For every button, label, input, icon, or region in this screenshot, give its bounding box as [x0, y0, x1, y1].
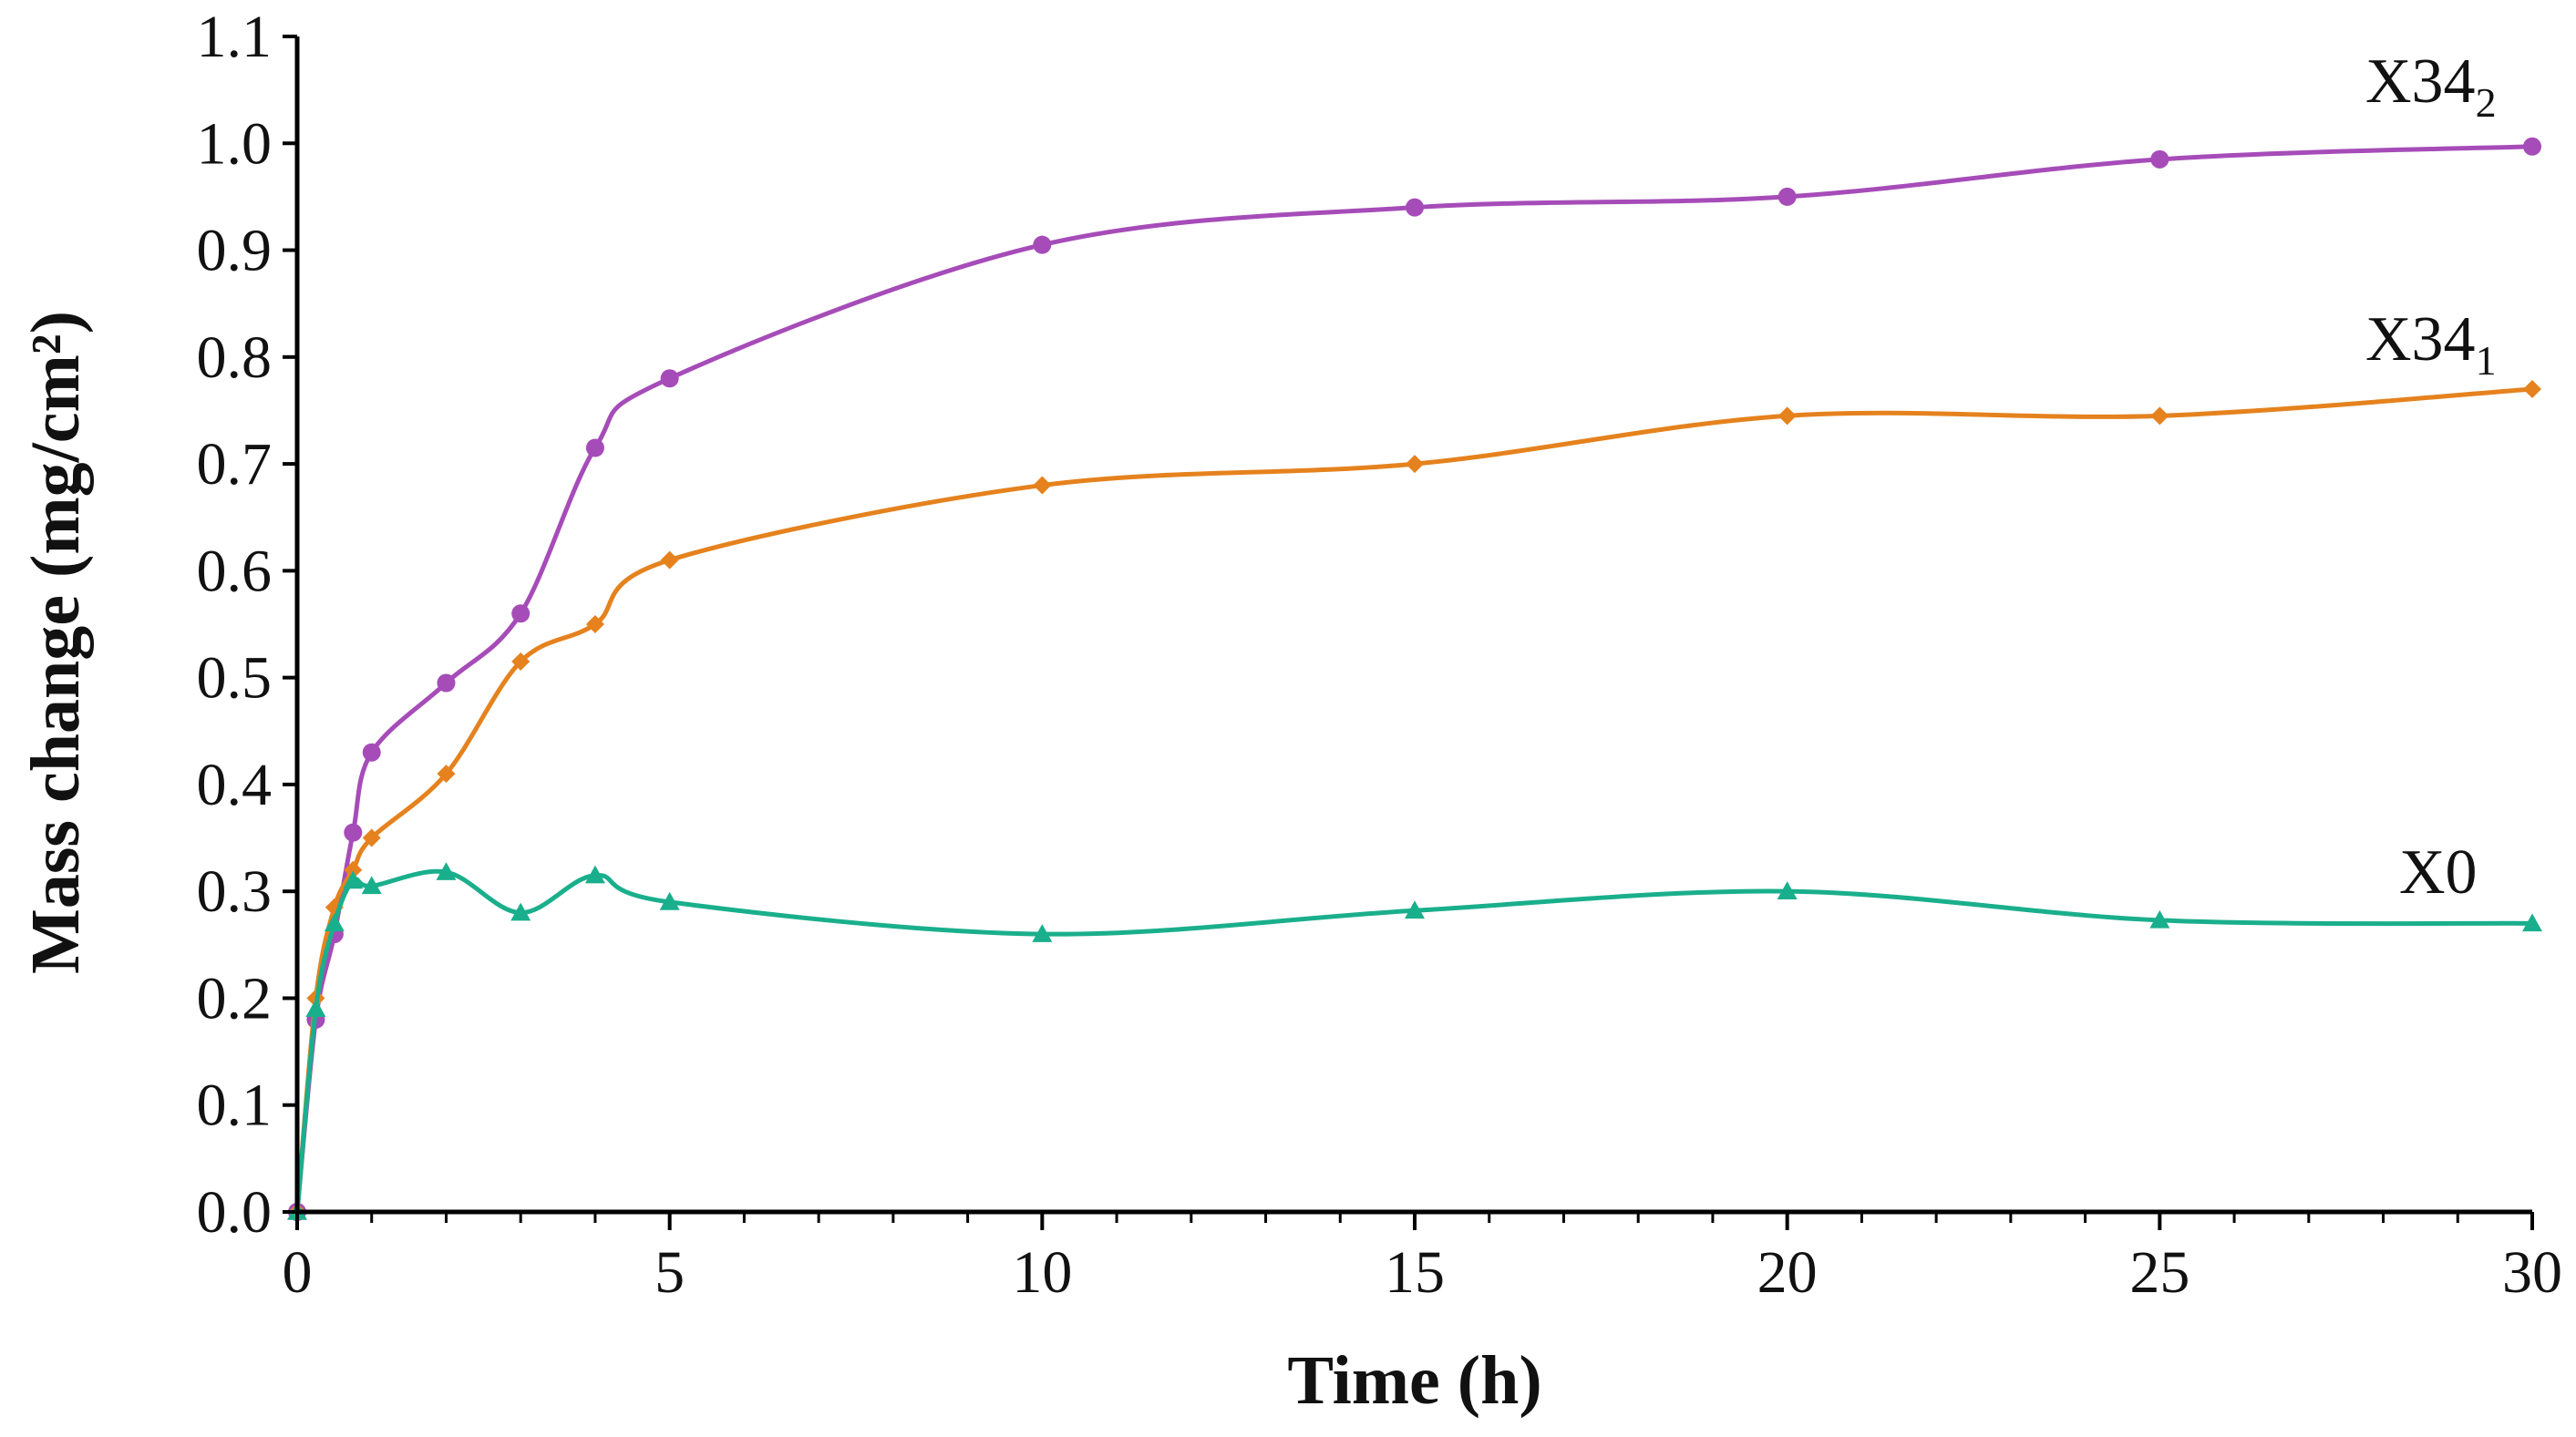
data-point: [2150, 406, 2169, 426]
data-point: [343, 870, 364, 889]
data-point: [437, 673, 456, 693]
data-point: [660, 550, 679, 570]
y-tick-label: 0.3: [197, 858, 273, 925]
series-line-x0: [294, 868, 2533, 1213]
series-line-x34-2: [294, 144, 2533, 1213]
data-point: [1406, 455, 1424, 474]
y-tick-label: 1.0: [197, 110, 273, 177]
data-point: [436, 862, 457, 880]
data-point: [511, 604, 531, 623]
y-tick-label: 0.9: [197, 218, 273, 284]
data-point: [1777, 406, 1797, 426]
y-tick-label: 1.1: [197, 4, 273, 70]
data-point: [437, 765, 456, 784]
data-point: [344, 823, 363, 842]
x-tick-label: 25: [2129, 1239, 2190, 1306]
data-point: [362, 828, 381, 847]
data-point: [344, 860, 363, 879]
series-label-x0: X0: [2399, 837, 2478, 908]
data-point: [1777, 187, 1797, 206]
y-tick-label: 0.2: [197, 965, 273, 1032]
data-point: [2523, 137, 2541, 156]
data-point: [1405, 900, 1425, 919]
data-point: [1777, 881, 1798, 899]
series-label-x34-1: X341: [2365, 304, 2497, 384]
series-label-layer: X342 X341 X0: [2365, 46, 2497, 908]
data-point: [362, 743, 381, 762]
data-point: [511, 652, 531, 672]
y-tick-label: 0.8: [197, 324, 273, 391]
x-tick-label: 15: [1385, 1239, 1445, 1306]
data-point: [585, 615, 604, 633]
series-x34-1: [288, 380, 2541, 1221]
x-axis-title: Time (h): [1287, 1342, 1541, 1419]
data-point: [2522, 913, 2542, 932]
tick-layer: 0.0 0.1 0.2 0.3 0.4 0.5 0.6 0.7 0.8 0.9 1.0 1.1 0 5 10…: [197, 4, 2563, 1306]
data-point: [660, 369, 679, 388]
series-x0: [287, 862, 2542, 1220]
data-point: [1032, 924, 1053, 942]
y-tick-label: 0.7: [197, 431, 273, 498]
data-point: [585, 438, 604, 457]
data-point: [305, 999, 326, 1017]
data-point: [2523, 380, 2541, 398]
data-point: [584, 865, 605, 884]
data-point: [2149, 909, 2170, 929]
y-tick-label: 0.0: [197, 1179, 273, 1246]
data-point: [659, 891, 680, 910]
y-tick-label: 0.5: [197, 645, 273, 712]
series-label-subscript: 2: [2476, 79, 2497, 126]
x-tick-label: 0: [283, 1239, 313, 1306]
x-tick-label: 20: [1757, 1239, 1818, 1306]
x-tick-label: 30: [2502, 1239, 2562, 1306]
data-point: [1406, 198, 1424, 217]
data-point: [2150, 149, 2169, 169]
series-label-x34-2: X342: [2365, 46, 2497, 126]
y-tick-label: 0.6: [197, 538, 273, 604]
series-layer: [287, 137, 2542, 1221]
data-point: [1033, 235, 1052, 254]
x-tick-label: 5: [654, 1239, 685, 1306]
x-tick-label: 10: [1012, 1239, 1072, 1306]
data-point: [361, 876, 382, 895]
series-line-x34-1: [294, 386, 2533, 1213]
series-label-subscript: 1: [2476, 337, 2497, 384]
y-tick-label: 0.4: [197, 752, 273, 818]
y-axis-title: Mass change (mg/cm²): [17, 311, 94, 974]
data-point: [1033, 476, 1052, 495]
y-tick-label: 0.1: [197, 1073, 273, 1139]
data-point: [510, 902, 531, 921]
series-x34-2: [288, 137, 2541, 1221]
data-point: [324, 913, 345, 932]
